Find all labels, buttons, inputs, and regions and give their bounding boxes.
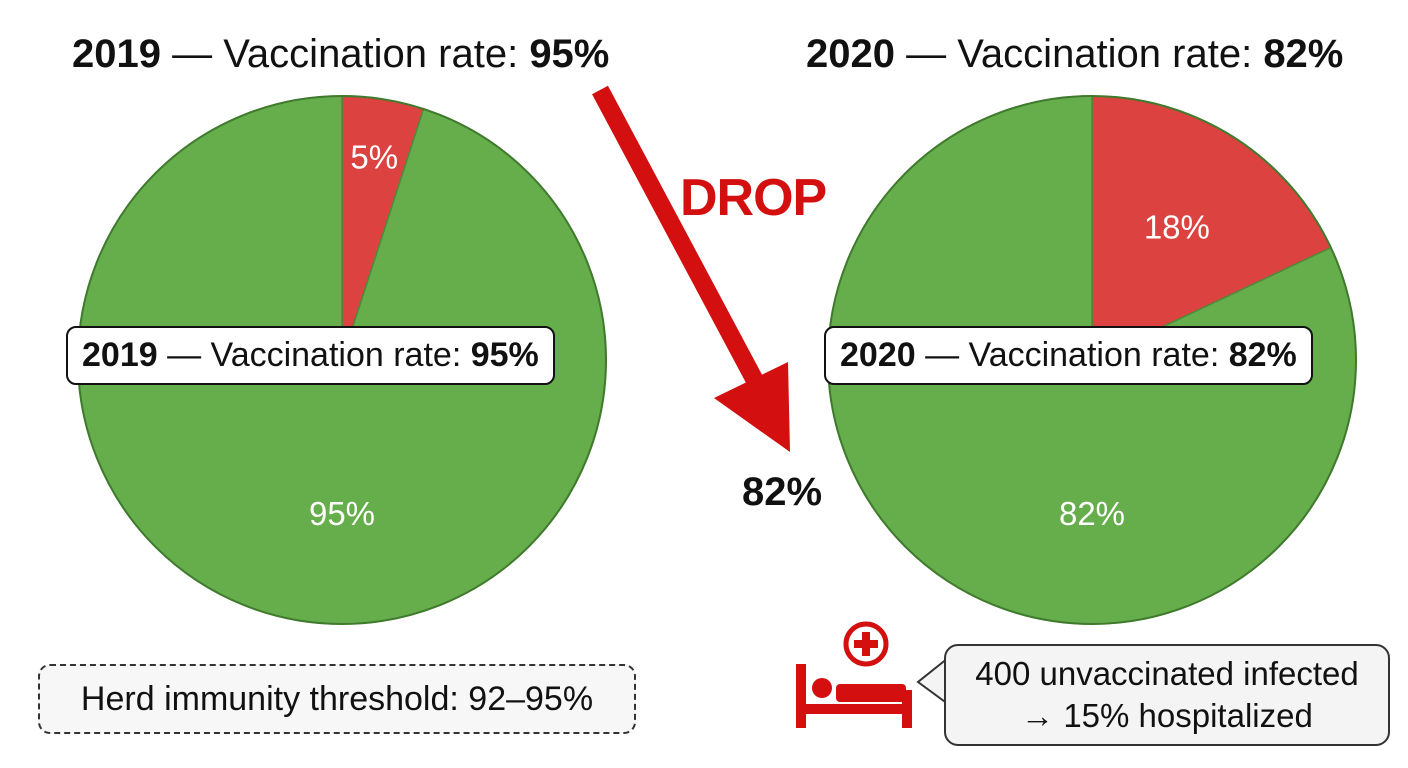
left-callout: 2019 — Vaccination rate: 95% [66,326,555,385]
right-callout-year: 2020 [840,336,916,374]
pie-0-slice-1-label: 95% [309,495,375,532]
bubble-line-1: 400 unvaccinated infected [975,655,1359,692]
drop-label: DROP [680,169,827,227]
right-title-year: 2020 [806,32,895,76]
left-callout-text: — Vaccination rate: [157,336,471,374]
right-callout-text: — Vaccination rate: [915,336,1229,374]
left-title-year: 2019 [72,32,161,76]
left-title-value: 95% [529,32,610,76]
hospitalization-bubble: 400 unvaccinated infected → 15% hospital… [944,644,1390,746]
drop-arrow-icon [592,85,790,452]
left-title-dash: — [160,32,224,76]
left-chart-title: 2019 — Vaccination rate: 95% [72,32,609,77]
drop-value: 82% [742,470,823,514]
right-callout: 2020 — Vaccination rate: 82% [824,326,1313,385]
right-callout-value: 82% [1228,336,1297,374]
right-title-value: 82% [1263,32,1344,76]
herd-immunity-note: Herd immunity threshold: 92–95% [38,664,636,734]
right-title-dash: — [894,32,958,76]
left-callout-year: 2019 [82,336,158,374]
pie-1-slice-0-label: 18% [1144,208,1210,245]
hospital-bed-icon [796,621,912,728]
pie-0-slice-0-label: 5% [350,139,398,176]
left-title-text: Vaccination rate: [223,32,530,76]
right-chart-title: 2020 — Vaccination rate: 82% [806,32,1343,77]
left-callout-value: 95% [470,336,539,374]
bubble-line-2: → 15% hospitalized [1021,697,1313,734]
right-title-text: Vaccination rate: [957,32,1264,76]
pie-1-slice-1-label: 82% [1059,495,1125,532]
